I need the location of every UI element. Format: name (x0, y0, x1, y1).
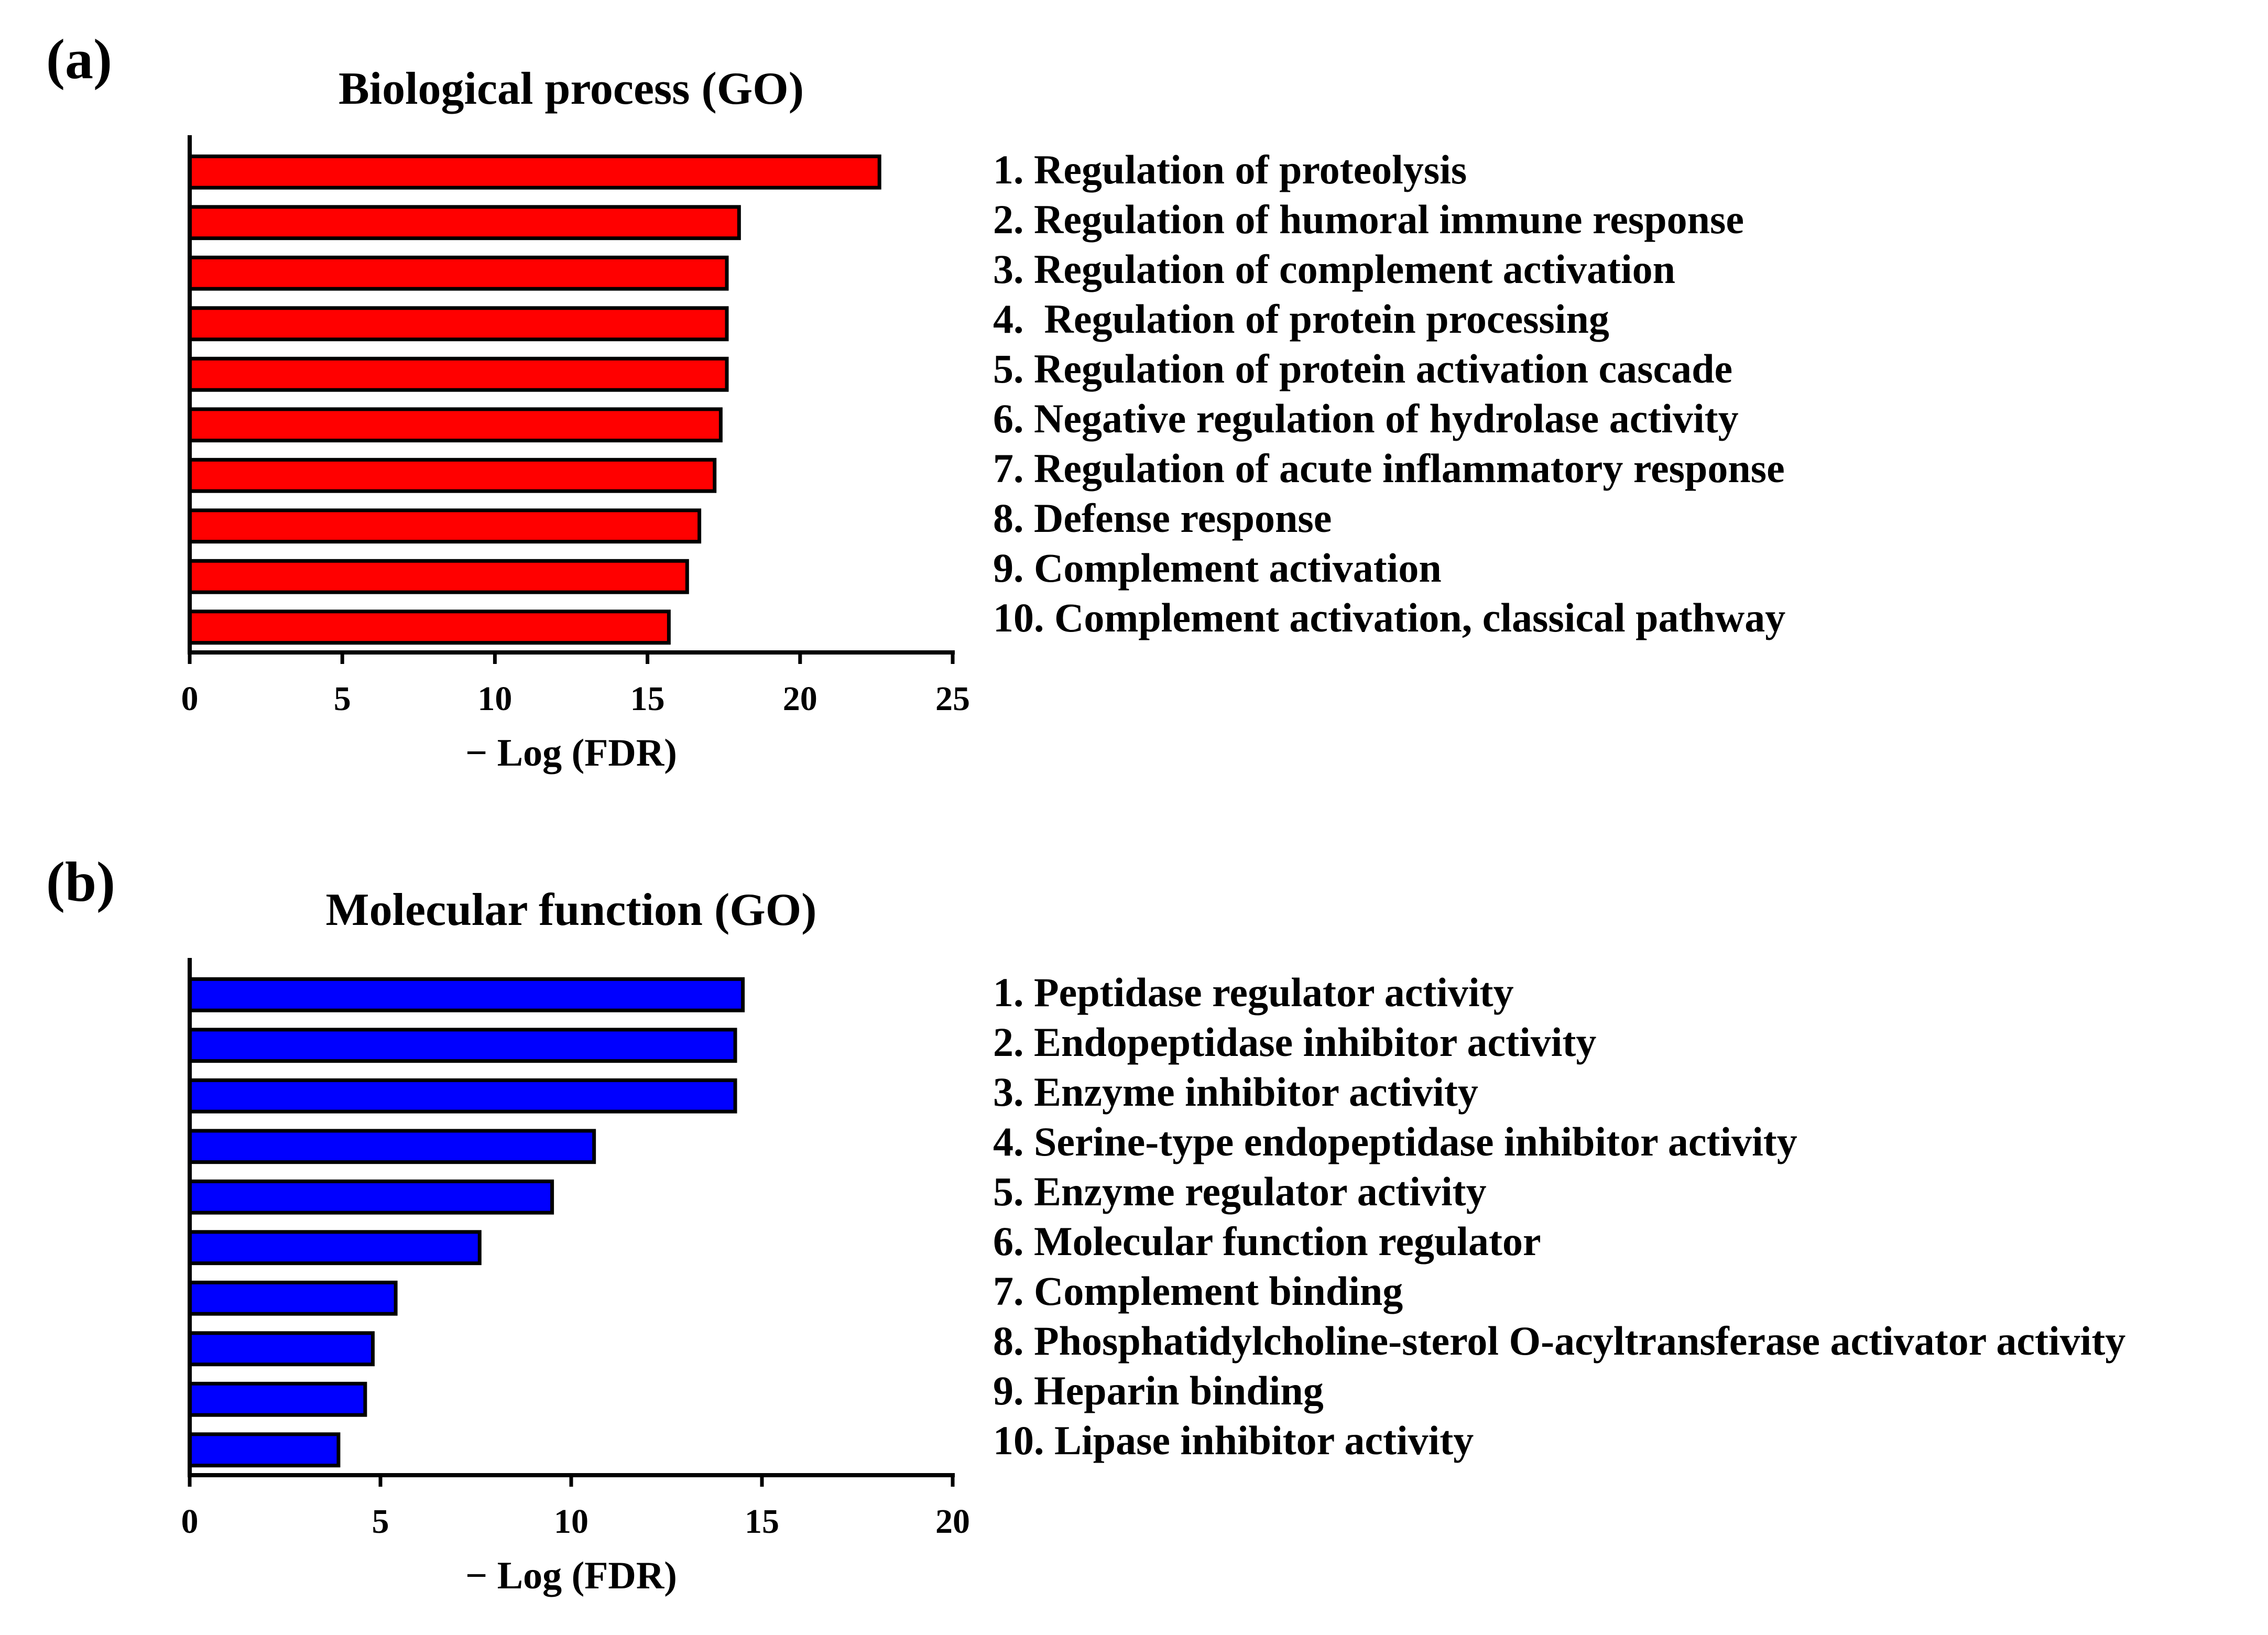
chart-molecular-function: Molecular function (GO) 0 5 10 15 20 − Log (FD… (181, 885, 2126, 1597)
legend-item-10: 10. Lipase inhibitor activity (993, 1418, 1474, 1463)
legend-item-4: 4. Regulation of protein processing (993, 296, 1609, 342)
legend-item-2: 2. Regulation of humoral immune response (993, 197, 1744, 242)
legend-item-10: 10. Complement activation, classical pat… (993, 595, 1785, 640)
chart-biological-process: Biological process (GO) 0 5 10 15 20 25 − Log (… (181, 63, 1786, 775)
legend-item-5: 5. Regulation of protein activation casc… (993, 346, 1732, 391)
bar-5 (188, 1179, 554, 1215)
x-tick-label-25: 25 (935, 680, 970, 718)
panel-b: (b) Molecular function (GO) 0 5 10 15 20 − Log… (0, 828, 2268, 1635)
bar-3 (188, 1078, 737, 1114)
bar-5 (188, 356, 729, 392)
x-tick-label-5: 5 (372, 1502, 389, 1541)
bar-2 (188, 205, 741, 241)
bar-8 (188, 1331, 375, 1367)
x-tick-label-20: 20 (935, 1502, 970, 1541)
legend-item-9: 9. Complement activation (993, 545, 1442, 591)
bar-1 (188, 154, 881, 190)
x-tick-label-0: 0 (181, 680, 199, 718)
legend-item-8: 8. Defense response (993, 495, 1332, 541)
bar-9 (188, 559, 689, 594)
bar-3 (188, 255, 729, 291)
bar-8 (188, 508, 702, 544)
bar-10 (188, 609, 671, 645)
x-tick-label-15: 15 (745, 1502, 779, 1541)
panel-letter-b: (b) (46, 851, 115, 913)
legend-item-1: 1. Peptidase regulator activity (993, 969, 1514, 1015)
chart-title: Biological process (GO) (339, 63, 804, 114)
legend-item-5: 5. Enzyme regulator activity (993, 1169, 1487, 1214)
bar-4 (188, 306, 729, 342)
x-tick-label-5: 5 (334, 680, 351, 718)
chart-title: Molecular function (GO) (326, 885, 817, 935)
legend-item-1: 1. Regulation of proteolysis (993, 147, 1467, 192)
x-axis-label: − Log (FDR) (465, 1554, 677, 1597)
bar-1 (188, 977, 745, 1012)
x-tick-label-15: 15 (630, 680, 665, 718)
bar-2 (188, 1028, 737, 1063)
panel-a: (a) Biological process (GO) 0 5 10 15 20 25 − L… (0, 0, 2268, 807)
legend-item-4: 4. Serine-type endopeptidase inhibitor a… (993, 1119, 1797, 1164)
bar-6 (188, 1230, 482, 1266)
bar-7 (188, 1280, 398, 1316)
bar-10 (188, 1432, 341, 1468)
bar-7 (188, 457, 717, 493)
legend-item-8: 8. Phosphatidylcholine-sterol O-acyltran… (993, 1318, 2125, 1364)
x-tick-label-10: 10 (554, 1502, 588, 1541)
legend-item-7: 7. Regulation of acute inflammatory resp… (993, 445, 1785, 491)
x-tick-label-20: 20 (783, 680, 817, 718)
legend-item-9: 9. Heparin binding (993, 1368, 1324, 1413)
bar-6 (188, 407, 723, 443)
x-tick-label-0: 0 (181, 1502, 199, 1541)
panel-letter-a: (a) (46, 28, 112, 91)
legend-item-3: 3. Enzyme inhibitor activity (993, 1069, 1478, 1115)
legend-item-6: 6. Molecular function regulator (993, 1218, 1541, 1264)
x-tick-label-10: 10 (477, 680, 512, 718)
legend-item-3: 3. Regulation of complement activation (993, 246, 1675, 292)
legend-item-7: 7. Complement binding (993, 1268, 1403, 1314)
bar-4 (188, 1129, 596, 1164)
legend-item-2: 2. Endopeptidase inhibitor activity (993, 1019, 1596, 1065)
bar-9 (188, 1381, 367, 1417)
legend-item-6: 6. Negative regulation of hydrolase acti… (993, 396, 1739, 441)
x-axis-label: − Log (FDR) (465, 732, 677, 775)
